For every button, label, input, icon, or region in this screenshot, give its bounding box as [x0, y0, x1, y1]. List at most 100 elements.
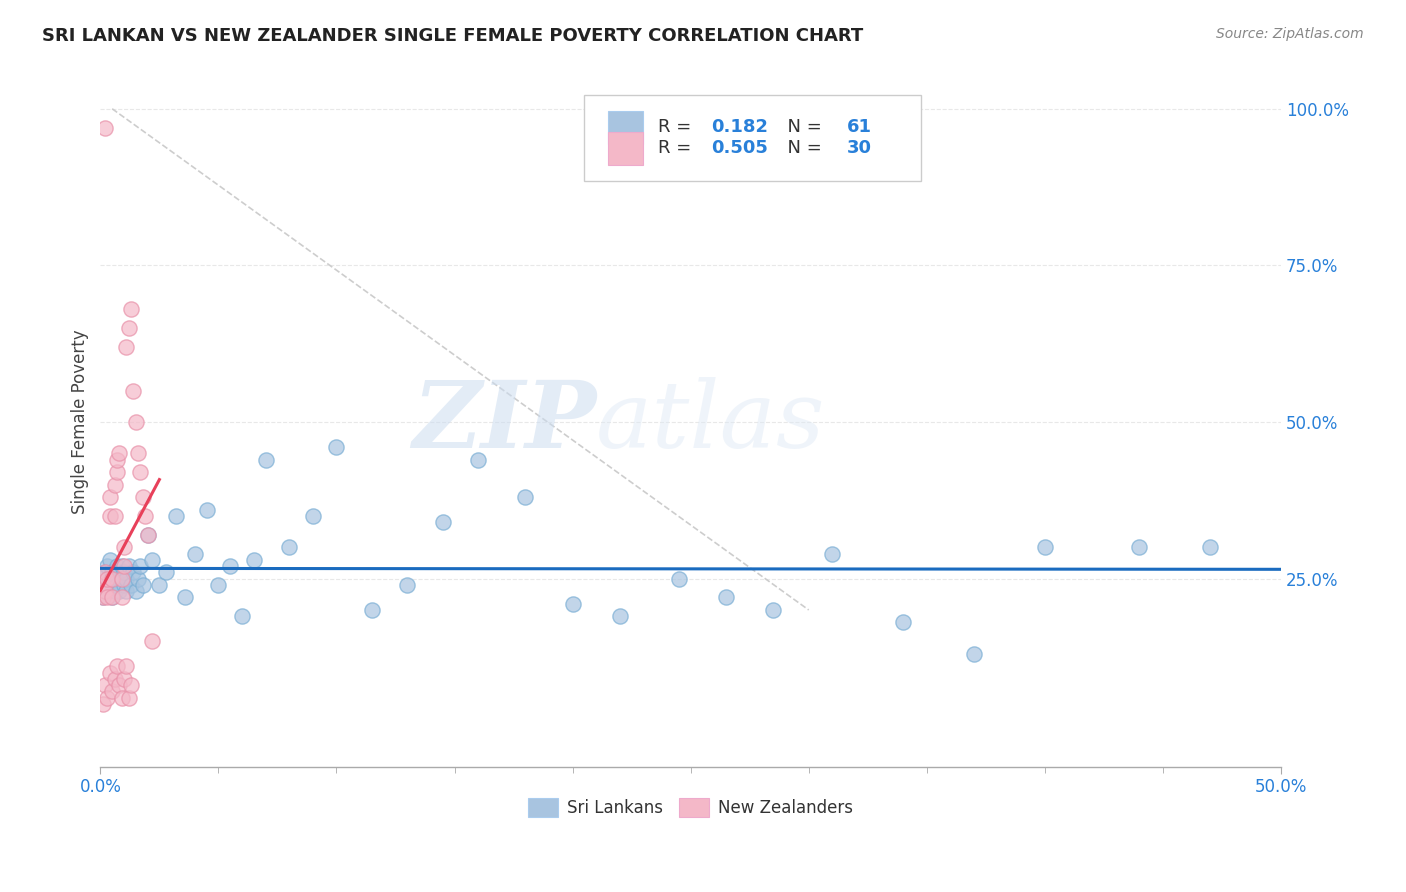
Point: [821, 547, 844, 561]
Point: [122, 384, 145, 398]
Point: [302, 508, 325, 523]
Point: [110, 559, 132, 574]
Point: [219, 559, 242, 574]
Text: 61: 61: [846, 118, 872, 136]
Point: [115, 659, 138, 673]
Text: N =: N =: [776, 118, 827, 136]
Point: [96, 591, 118, 605]
Point: [141, 553, 163, 567]
Point: [101, 591, 124, 605]
Bar: [607, 132, 644, 165]
Point: [155, 566, 177, 580]
Point: [103, 584, 125, 599]
Point: [103, 508, 125, 523]
Point: [101, 578, 124, 592]
Point: [112, 578, 135, 592]
Point: [278, 541, 301, 555]
Point: [101, 591, 124, 605]
Point: [134, 508, 156, 523]
Point: [125, 415, 148, 429]
Point: [105, 578, 128, 592]
Text: ZIP: ZIP: [412, 377, 596, 467]
Point: [1033, 541, 1056, 555]
Point: [103, 572, 125, 586]
Point: [112, 559, 135, 574]
Point: [325, 440, 347, 454]
Point: [91, 697, 114, 711]
Point: [125, 584, 148, 599]
Bar: [607, 111, 644, 144]
Point: [98, 572, 121, 586]
Point: [132, 578, 155, 592]
Point: [105, 452, 128, 467]
Point: [112, 566, 135, 580]
Point: [609, 609, 631, 624]
Text: SRI LANKAN VS NEW ZEALANDER SINGLE FEMALE POVERTY CORRELATION CHART: SRI LANKAN VS NEW ZEALANDER SINGLE FEMAL…: [42, 27, 863, 45]
Point: [118, 321, 141, 335]
Point: [361, 603, 384, 617]
Point: [112, 672, 135, 686]
Point: [94, 578, 117, 592]
Point: [396, 578, 419, 592]
Text: Source: ZipAtlas.com: Source: ZipAtlas.com: [1216, 27, 1364, 41]
Text: N =: N =: [776, 139, 827, 157]
Point: [129, 559, 152, 574]
Text: 0.505: 0.505: [710, 139, 768, 157]
Point: [96, 690, 118, 705]
Text: R =: R =: [658, 118, 696, 136]
Point: [94, 678, 117, 692]
Point: [101, 566, 124, 580]
Point: [91, 591, 114, 605]
Point: [98, 665, 121, 680]
Point: [129, 465, 152, 479]
Point: [515, 490, 537, 504]
Point: [891, 615, 914, 630]
Point: [98, 490, 121, 504]
Point: [103, 672, 125, 686]
Point: [127, 572, 149, 586]
Point: [243, 553, 266, 567]
Point: [101, 572, 124, 586]
Point: [94, 584, 117, 599]
Text: R =: R =: [658, 139, 696, 157]
Point: [432, 515, 454, 529]
Point: [110, 572, 132, 586]
Point: [105, 465, 128, 479]
Point: [963, 647, 986, 661]
Point: [762, 603, 785, 617]
Point: [1128, 541, 1150, 555]
Point: [120, 678, 142, 692]
Point: [132, 490, 155, 504]
Point: [668, 572, 690, 586]
Point: [118, 690, 141, 705]
Text: atlas: atlas: [596, 377, 825, 467]
Point: [118, 559, 141, 574]
Point: [115, 572, 138, 586]
Point: [108, 678, 131, 692]
Point: [714, 591, 737, 605]
Point: [184, 547, 207, 561]
Point: [115, 584, 138, 599]
Point: [94, 566, 117, 580]
Point: [120, 302, 142, 317]
FancyBboxPatch shape: [585, 95, 921, 181]
Point: [110, 591, 132, 605]
Point: [136, 528, 159, 542]
Point: [148, 578, 170, 592]
Point: [110, 690, 132, 705]
Y-axis label: Single Female Poverty: Single Female Poverty: [72, 330, 89, 515]
Point: [94, 120, 117, 135]
Point: [122, 566, 145, 580]
Point: [174, 591, 197, 605]
Point: [105, 559, 128, 574]
Point: [112, 541, 135, 555]
Point: [101, 684, 124, 698]
Point: [96, 572, 118, 586]
Point: [231, 609, 253, 624]
Legend: Sri Lankans, New Zealanders: Sri Lankans, New Zealanders: [522, 791, 859, 823]
Point: [96, 584, 118, 599]
Point: [98, 508, 121, 523]
Point: [103, 477, 125, 491]
Point: [136, 528, 159, 542]
Text: 0.182: 0.182: [710, 118, 768, 136]
